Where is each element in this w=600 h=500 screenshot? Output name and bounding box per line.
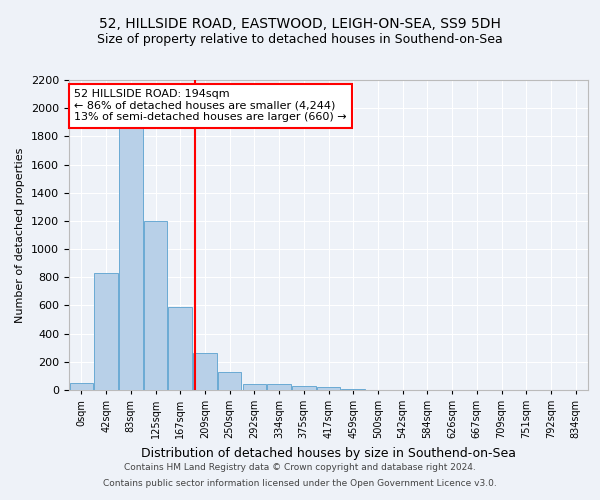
Bar [94, 273, 118, 390]
Text: Contains HM Land Registry data © Crown copyright and database right 2024.: Contains HM Land Registry data © Crown c… [124, 464, 476, 472]
Bar [119, 122, 143, 390]
Bar [218, 372, 241, 390]
Bar [292, 386, 316, 390]
Bar [268, 384, 291, 390]
Y-axis label: Number of detached properties: Number of detached properties [16, 148, 25, 322]
Text: Contains public sector information licensed under the Open Government Licence v3: Contains public sector information licen… [103, 478, 497, 488]
X-axis label: Distribution of detached houses by size in Southend-on-Sea: Distribution of detached houses by size … [141, 446, 516, 460]
Bar [169, 307, 192, 390]
Bar [70, 383, 93, 390]
Bar [317, 387, 340, 390]
Bar [242, 384, 266, 390]
Bar [193, 354, 217, 390]
Text: 52 HILLSIDE ROAD: 194sqm
← 86% of detached houses are smaller (4,244)
13% of sem: 52 HILLSIDE ROAD: 194sqm ← 86% of detach… [74, 90, 347, 122]
Text: 52, HILLSIDE ROAD, EASTWOOD, LEIGH-ON-SEA, SS9 5DH: 52, HILLSIDE ROAD, EASTWOOD, LEIGH-ON-SE… [99, 18, 501, 32]
Bar [144, 221, 167, 390]
Text: Size of property relative to detached houses in Southend-on-Sea: Size of property relative to detached ho… [97, 32, 503, 46]
